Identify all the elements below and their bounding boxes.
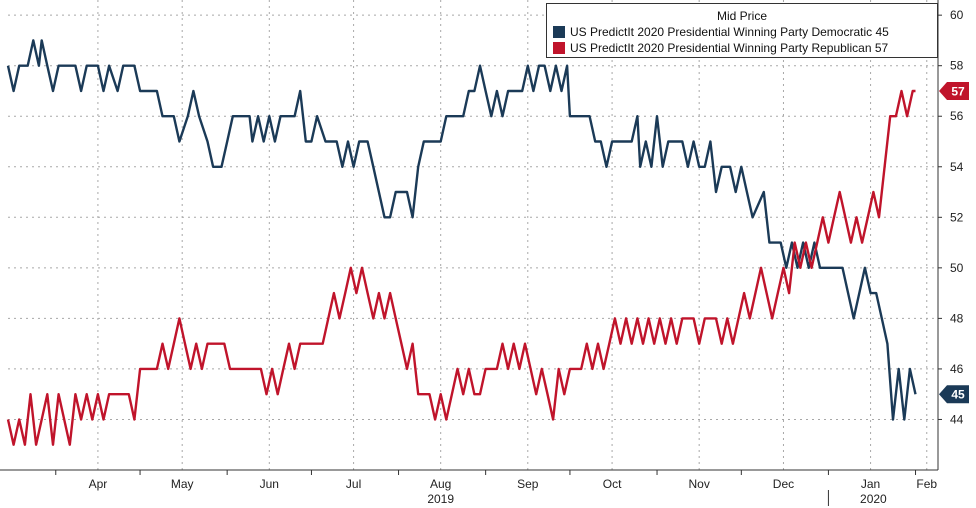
last-value-tag-republican [939,81,969,100]
series-lines [6,39,917,446]
x-tick-label: Sep [517,477,539,491]
y-tick-label: 44 [950,412,964,426]
series-line-democratic [6,39,917,421]
x-tick-label: Dec [773,477,794,491]
legend-entry-name: US PredictIt 2020 Presidential Winning P… [570,41,872,55]
x-tick-label: Feb [916,477,937,491]
legend-entry-last: 45 [875,25,889,39]
y-tick-label: 56 [950,109,964,123]
x-tick-label: Apr [89,477,108,491]
year-label: 2019 [427,492,454,506]
series-line-republican [6,89,916,446]
y-tick-label: 60 [950,8,964,22]
x-tick-label: Jan [861,477,880,491]
y-tick-label: 52 [950,210,964,224]
x-tick-label: May [171,477,194,491]
legend-title: Mid Price [716,9,767,23]
x-tick-label: Oct [603,477,622,491]
y-tick-label: 58 [950,59,964,73]
x-tick-label: Aug [430,477,451,491]
last-value-tag-democratic [939,385,969,404]
legend-entry-republican: US PredictIt 2020 Presidential Winning P… [553,41,937,55]
y-tick-label: 46 [950,362,964,376]
legend-swatch-democratic [553,26,565,38]
legend-entry-name: US PredictIt 2020 Presidential Winning P… [570,25,873,39]
grid-lines [8,0,938,470]
x-tick-label: Nov [689,477,710,491]
y-tick-label: 50 [950,261,964,275]
last-value-label: 45 [951,388,965,402]
x-tick-label: Jul [346,477,361,491]
last-value-label: 57 [951,84,965,98]
legend-swatch-republican [553,42,565,54]
x-tick-label: Jun [260,477,279,491]
last-value-tags: 45 57 [939,81,969,404]
y-tick-label: 48 [950,311,964,325]
legend-entry-democratic: US PredictIt 2020 Presidential Winning P… [553,25,937,39]
year-label: 2020 [860,492,887,506]
legend-entry-last: 57 [874,41,889,55]
legend: Mid Price US PredictIt 2020 Presidential… [546,3,938,58]
y-tick-label: 54 [950,160,964,174]
